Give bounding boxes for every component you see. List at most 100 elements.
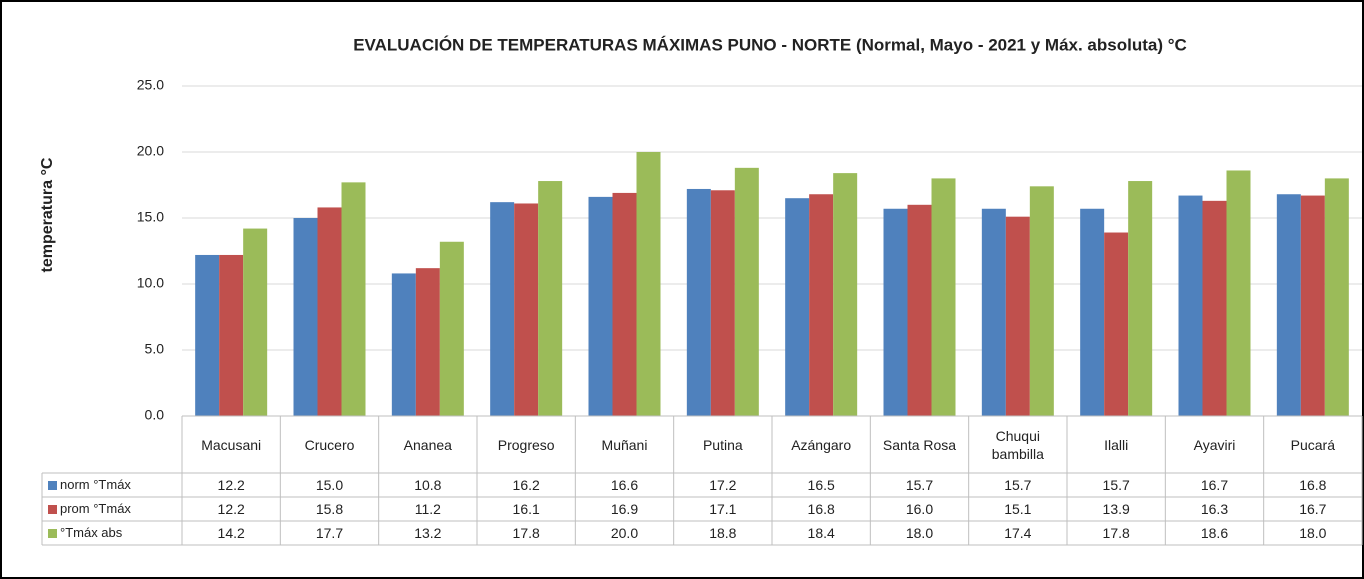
y-tick-label: 25.0 [137,77,164,93]
bar [1324,178,1349,416]
table-value: 16.1 [477,497,575,521]
bar [1202,200,1227,416]
category-label-text: Ilalli [1104,436,1129,453]
bar [317,207,342,416]
category-label: Progreso [483,416,569,473]
table-value: 12.2 [182,497,280,521]
legend-swatch [48,528,57,538]
table-value-text: 16.9 [610,501,639,517]
bar [243,228,268,416]
bar [490,202,515,416]
legend-text: prom °Tmáx [60,501,131,516]
category-label-text: Azángaro [791,436,852,453]
bar [636,152,661,416]
table-value-text: 16.5 [807,477,835,493]
bar [391,273,416,416]
legend-text: °Tmáx abs [60,525,123,540]
category-label: Muñani [581,416,667,473]
category-label: Crucero [286,416,372,473]
table-value-text: 17.8 [1102,525,1130,541]
table-value-text: 20.0 [610,525,639,541]
table-value: 16.7 [1264,497,1362,521]
legend-swatch [48,480,57,490]
table-value: 15.7 [1067,473,1165,497]
category-label-text: Chuqui bambilla [991,427,1044,462]
bar [1300,195,1325,416]
bar [833,173,858,416]
category-label-text: Muñani [601,436,648,453]
bar [1178,195,1203,416]
table-value-text: 10.8 [414,477,442,493]
table-value: 15.7 [870,473,968,497]
table-value-text: 17.4 [1004,525,1032,541]
table-value-text: 16.2 [512,477,540,493]
table-value: 17.8 [1067,521,1165,545]
table-value: 12.2 [182,473,280,497]
table-value-text: 16.8 [807,501,835,517]
bar [710,190,735,416]
table-value: 16.5 [772,473,870,497]
table-value-text: 16.1 [512,501,540,517]
bar [588,196,613,416]
table-value-text: 17.2 [709,477,737,493]
table-value-text: 13.9 [1102,501,1130,517]
table-value-text: 18.8 [709,525,737,541]
table-value-text: 15.7 [1102,477,1130,493]
bar [1276,194,1301,416]
category-label: Pucará [1270,416,1356,473]
table-value-text: 11.2 [414,501,441,517]
table-value-text: 12.2 [217,501,245,517]
table-value-text: 18.4 [807,525,835,541]
category-label-text: Ayaviri [1193,436,1236,453]
table-value: 13.9 [1067,497,1165,521]
table-value: 16.8 [772,497,870,521]
bar [439,241,464,416]
table-value-text: 17.1 [709,501,737,517]
table-value: 15.7 [969,473,1067,497]
category-label: Putina [680,416,766,473]
category-label-text: Ananea [403,436,452,453]
table-value: 18.0 [1264,521,1362,545]
bar [195,254,220,416]
bar [293,218,318,416]
table-value: 18.0 [870,521,968,545]
table-value: 10.8 [379,473,477,497]
table-value: 15.1 [969,497,1067,521]
bar [1005,216,1030,416]
category-label: Chuqui bambilla [975,416,1061,473]
table-value: 16.0 [870,497,968,521]
bar [538,181,563,416]
table-value: 17.1 [674,497,772,521]
y-tick-label: 15.0 [137,209,164,225]
table-value: 18.8 [674,521,772,545]
bar [514,203,539,416]
bar [612,192,637,416]
category-label-text: Macusani [201,436,262,453]
category-label: Santa Rosa [876,416,962,473]
legend-entry: norm °Tmáx [42,473,182,497]
table-value: 18.6 [1165,521,1263,545]
table-value: 16.3 [1165,497,1263,521]
legend-text: norm °Tmáx [60,477,131,492]
table-value-text: 15.0 [315,477,344,493]
table-value: 20.0 [575,521,673,545]
table-value: 11.2 [379,497,477,521]
bar [734,167,759,416]
bar [785,198,810,416]
table-value: 17.8 [477,521,575,545]
table-value-text: 16.0 [905,501,934,517]
category-label: Ilalli [1073,416,1159,473]
bar [1029,186,1054,416]
table-value-text: 15.7 [905,477,934,493]
table-value-text: 17.8 [512,525,540,541]
table-value: 15.8 [280,497,378,521]
table-value-text: 16.6 [610,477,639,493]
bar [341,182,366,416]
table-value-text: 18.0 [905,525,934,541]
table-value-text: 17.7 [315,525,344,541]
category-label-text: Putina [702,436,743,453]
bar [415,268,440,416]
bar [883,208,908,416]
table-value: 18.4 [772,521,870,545]
